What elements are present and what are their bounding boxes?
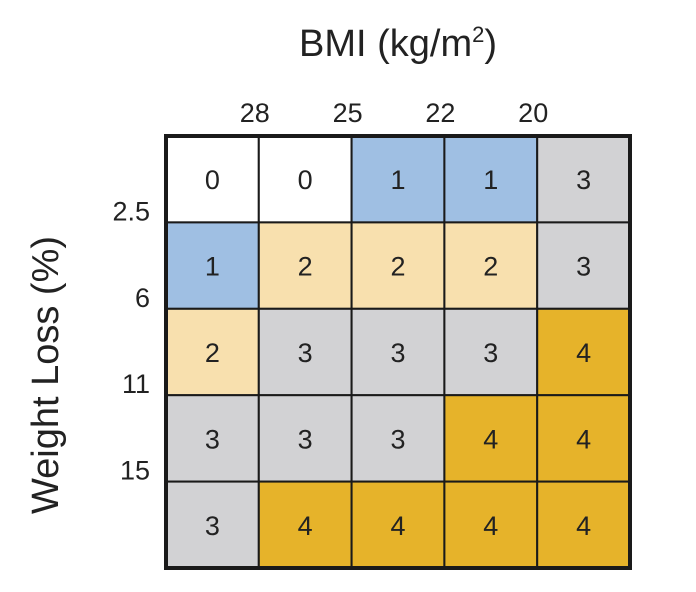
cell-value-r0-c1: 0 bbox=[298, 165, 313, 195]
cell-value-r3-c1: 3 bbox=[298, 424, 313, 454]
heatmap-cell-r4-c2 bbox=[350, 480, 446, 570]
chart-title-superscript: 2 bbox=[472, 22, 484, 47]
heatmap-cell-r0-c0 bbox=[165, 135, 260, 224]
cell-value-r2-c4: 4 bbox=[576, 338, 591, 368]
cell-value-r0-c2: 1 bbox=[390, 165, 405, 195]
cell-value-r2-c2: 3 bbox=[390, 338, 405, 368]
cell-value-r4-c4: 4 bbox=[576, 511, 591, 541]
y-tick-label: 6 bbox=[135, 283, 150, 313]
heatmap-cell-r2-c3 bbox=[443, 307, 539, 397]
y-tick-label: 15 bbox=[120, 456, 150, 486]
cell-value-r3-c2: 3 bbox=[390, 424, 405, 454]
cell-value-r0-c4: 3 bbox=[576, 165, 591, 195]
x-tick-label: 28 bbox=[240, 98, 270, 128]
heatmap-cell-r3-c4 bbox=[536, 394, 632, 483]
cell-value-r4-c3: 4 bbox=[483, 511, 498, 541]
cell-value-r1-c0: 1 bbox=[205, 252, 220, 282]
heatmap-cell-r4-c0 bbox=[165, 480, 260, 570]
y-axis-label: Weight Loss (%) bbox=[25, 236, 67, 514]
cell-value-r2-c3: 3 bbox=[483, 338, 498, 368]
cell-value-r1-c3: 2 bbox=[483, 252, 498, 282]
heatmap-cell-r0-c1 bbox=[257, 135, 353, 224]
x-tick-label: 20 bbox=[518, 98, 548, 128]
cell-value-r0-c3: 1 bbox=[483, 165, 498, 195]
cell-value-r4-c1: 4 bbox=[298, 511, 313, 541]
chart-title-main: BMI (kg/m bbox=[299, 23, 472, 65]
heatmap-cell-r1-c2 bbox=[350, 221, 446, 310]
cell-value-r4-c0: 3 bbox=[205, 511, 220, 541]
x-tick-labels: 28 25 22 20 bbox=[240, 98, 548, 128]
cell-value-r1-c2: 2 bbox=[390, 252, 405, 282]
heatmap-cell-r2-c1 bbox=[257, 307, 353, 397]
cell-value-r4-c2: 4 bbox=[390, 511, 405, 541]
y-tick-labels: 2.5 6 11 15 bbox=[112, 196, 150, 485]
y-tick-label: 11 bbox=[122, 369, 150, 399]
heatmap-cell-r3-c3 bbox=[443, 394, 539, 483]
cell-value-r2-c1: 3 bbox=[298, 338, 313, 368]
x-tick-label: 22 bbox=[425, 98, 455, 128]
y-tick-label: 2.5 bbox=[112, 196, 150, 226]
heatmap-cell-r4-c1 bbox=[257, 480, 353, 570]
heatmap-cells: 0 0 1 1 3 1 2 2 2 3 2 3 3 3 4 3 3 3 4 4 3 4 4 4 4 bbox=[164, 134, 632, 570]
cell-value-r3-c4: 4 bbox=[576, 424, 591, 454]
cell-value-r0-c0: 0 bbox=[205, 165, 220, 195]
cell-value-r1-c1: 2 bbox=[298, 252, 313, 282]
chart-title-close: ) bbox=[484, 23, 497, 65]
cell-value-r3-c3: 4 bbox=[483, 424, 498, 454]
chart-title: BMI (kg/m2) bbox=[299, 22, 497, 65]
heatmap-cell-r3-c1 bbox=[257, 394, 353, 483]
heatmap-cell-r3-c2 bbox=[350, 394, 446, 483]
x-tick-label: 25 bbox=[333, 98, 363, 128]
cell-value-r3-c0: 3 bbox=[205, 424, 220, 454]
cell-value-r2-c0: 2 bbox=[205, 338, 220, 368]
heatmap-cell-r1-c4 bbox=[536, 221, 632, 310]
heatmap-frame bbox=[164, 134, 632, 570]
cell-value-r1-c4: 3 bbox=[576, 252, 591, 282]
